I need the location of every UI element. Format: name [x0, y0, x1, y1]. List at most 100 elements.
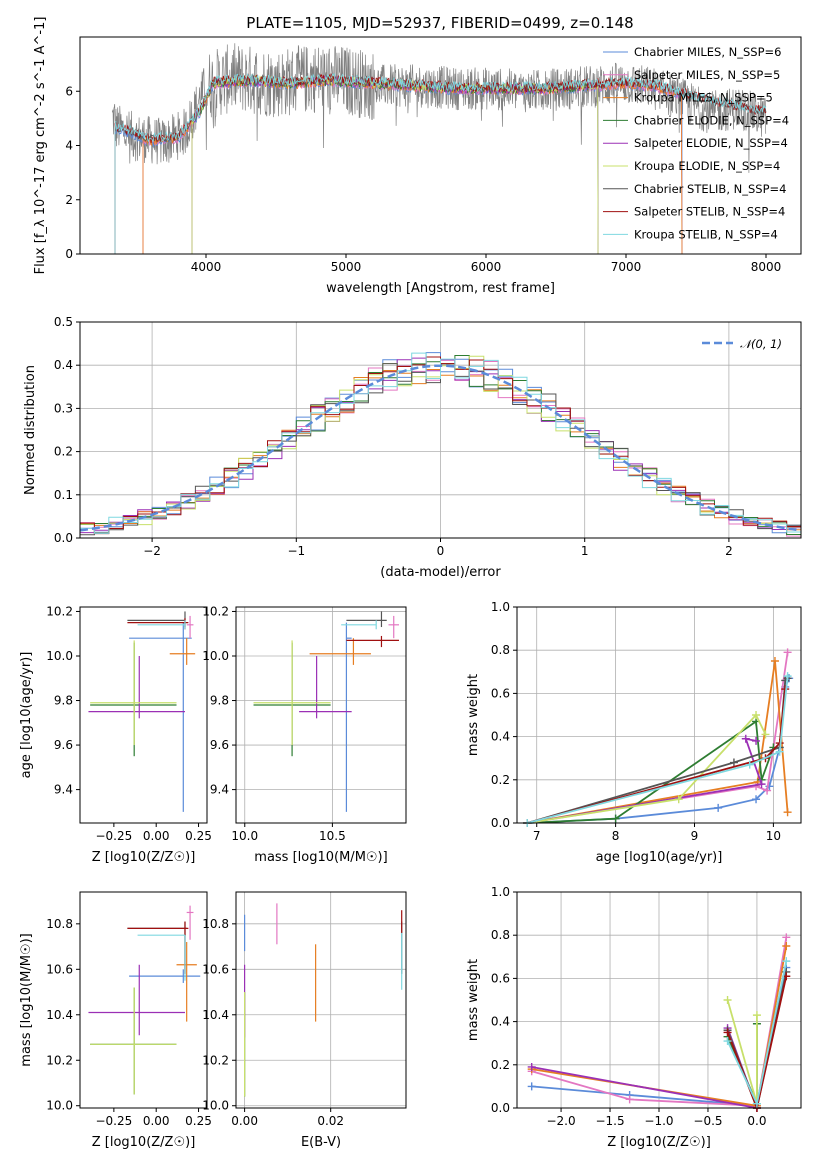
x-tick-label: −0.25 — [95, 829, 132, 843]
y-tick-label: 0.2 — [491, 1058, 510, 1072]
kroupa-miles-marker — [783, 808, 792, 817]
y-axis-label: Flux [f_λ 10^-17 erg cm^-2 s^-1 A^-1] — [33, 17, 48, 275]
kroupa-stelib-marker — [752, 1099, 761, 1108]
y-tick-label: 10.0 — [46, 649, 73, 663]
y-tick-label: 10.0 — [202, 649, 229, 663]
salpeter-elodie-marker — [757, 780, 766, 789]
y-tick-label: 0.4 — [491, 730, 510, 744]
y-tick-label: 6 — [65, 84, 73, 98]
y-tick-label: 0.2 — [54, 445, 73, 459]
salpeter-miles-marker — [763, 786, 772, 795]
kroupa-elodie-model-line — [191, 74, 599, 254]
x-tick-label: −1 — [287, 544, 305, 558]
legend-label: Salpeter MILES, N_SSP=5 — [634, 68, 780, 82]
residuals-plot-area — [79, 352, 801, 537]
kroupa-elodie-marker — [752, 1011, 761, 1020]
x-tick-label: 5000 — [331, 260, 362, 274]
y-tick-label: 0.2 — [491, 773, 510, 787]
y-tick-label: 0.0 — [491, 816, 510, 830]
salpeter-miles-marker — [782, 933, 791, 942]
y-tick-label: 0.4 — [54, 358, 73, 372]
x-tick-label: −1.0 — [644, 1114, 673, 1128]
x-tick-label: 7 — [533, 829, 541, 843]
chabrier-miles-marker — [752, 795, 761, 804]
salpeter-elodie-model-line — [191, 74, 599, 254]
salpeter-elodie-marker — [527, 1062, 536, 1071]
y-tick-label: 9.6 — [210, 738, 229, 752]
normal-distribution-curve — [79, 364, 799, 532]
y-tick-label: 0.8 — [491, 643, 510, 657]
kroupa-miles-marker — [770, 657, 779, 665]
y-tick-label: 1.0 — [491, 885, 510, 899]
mass_weight_vs_Z-plot-area — [527, 933, 791, 1112]
x-axis-label: (data-model)/error — [380, 565, 501, 580]
mass_weight_vs_age-panel: 7 8 9 10 0.0 0.2 0.4 0.6 0.8 1.0 age [log10(age/yr… — [466, 600, 802, 865]
y-tick-label: 0.6 — [491, 686, 510, 700]
legend-label: Chabrier MILES, N_SSP=6 — [634, 45, 781, 59]
kroupa-stelib-weight-line — [527, 676, 789, 824]
x-tick-label: 9 — [691, 829, 699, 843]
kroupa-miles-marker — [782, 942, 791, 950]
x-tick-label: 10.5 — [319, 829, 346, 843]
observed-spectrum-line — [111, 43, 767, 173]
x-tick-label: 0.00 — [143, 1114, 170, 1128]
kroupa-stelib-marker — [782, 957, 791, 966]
axes-frame — [516, 891, 802, 1109]
x-axis-label: Z [log10(Z/Z☉)] — [92, 1135, 196, 1150]
y-tick-label: 10.2 — [46, 604, 73, 618]
x-tick-label: −2 — [143, 544, 161, 558]
chabrier-stelib-marker — [729, 758, 738, 767]
x-tick-label: 0.02 — [317, 1114, 344, 1128]
y-tick-label: 0.8 — [491, 928, 510, 942]
kroupa-elodie-marker — [752, 711, 761, 719]
age_vs_mass-panel: 10.0 10.5 9.4 9.6 9.8 10.0 10.2 mass [log10(M/M… — [202, 604, 407, 865]
legend-label: Kroupa MILES, N_SSP=5 — [634, 91, 773, 105]
x-tick-label: 8000 — [751, 260, 782, 274]
y-tick-label: 0.4 — [491, 1015, 510, 1029]
y-axis-label: mass [log10(M/M☉)] — [19, 933, 34, 1066]
legend-label: Salpeter STELIB, N_SSP=4 — [634, 205, 785, 219]
y-tick-label: 0.1 — [54, 488, 73, 502]
chabrier-elodie-marker — [611, 814, 620, 823]
chabrier-miles-marker — [714, 803, 723, 812]
x-tick-label: −0.25 — [95, 1114, 132, 1128]
legend-label: Chabrier ELODIE, N_SSP=4 — [634, 113, 789, 127]
legend-label: 𝒩(0, 1) — [740, 337, 782, 351]
x-tick-label: 6000 — [471, 260, 502, 274]
x-axis-label: age [log10(age/yr)] — [596, 850, 723, 865]
y-tick-label: 0.0 — [491, 1101, 510, 1115]
y-tick-label: 2 — [65, 193, 73, 207]
y-tick-label: 10.8 — [46, 917, 73, 931]
kroupa-elodie-weight-line — [527, 713, 767, 824]
salpeter-stelib-marker — [723, 1028, 732, 1037]
kroupa-stelib-model-line — [114, 72, 767, 254]
salpeter-elodie-weight-line — [527, 737, 763, 824]
salpeter-miles-marker — [625, 1095, 634, 1104]
y-tick-label: 10.2 — [202, 604, 229, 618]
spectrum-plot-area — [111, 43, 767, 254]
spectrum-panel: 4000 5000 6000 7000 8000 0 2 4 6 wavelength [Angs… — [33, 17, 802, 296]
age_vs_Z-plot-area — [88, 611, 196, 812]
chabrier-elodie-model-line — [191, 75, 599, 254]
chabrier-miles-marker — [527, 1082, 536, 1091]
x-axis-label: E(B-V) — [301, 1135, 341, 1150]
mass_vs_ebv-panel: 0.00 0.02 10.0 10.2 10.4 10.6 10.8 E(B-V) — [202, 891, 407, 1150]
salpeter-elodie-marker — [752, 736, 761, 745]
mass_weight_vs_age-plot-area — [523, 648, 794, 827]
y-tick-label: 9.8 — [210, 694, 229, 708]
y-axis-label: mass weight — [466, 674, 481, 756]
legend-label: Chabrier STELIB, N_SSP=4 — [634, 182, 786, 196]
x-tick-label: −0.5 — [693, 1114, 722, 1128]
kroupa-elodie-marker — [723, 996, 732, 1004]
y-tick-label: 10.8 — [202, 917, 229, 931]
x-tick-label: 0 — [437, 544, 445, 558]
legend-label: Kroupa ELODIE, N_SSP=4 — [634, 159, 780, 173]
age_vs_Z-panel: −0.25 0.00 0.25 9.4 9.6 9.8 10.0 10.2 Z [log10(Z… — [19, 604, 212, 865]
axes-frame — [79, 36, 802, 255]
y-tick-label: 10.2 — [46, 1053, 73, 1067]
y-tick-label: 9.8 — [54, 694, 73, 708]
y-tick-label: 9.6 — [54, 738, 73, 752]
kroupa-elodie-marker — [761, 730, 770, 739]
legend-label: Salpeter ELODIE, N_SSP=4 — [634, 136, 788, 150]
